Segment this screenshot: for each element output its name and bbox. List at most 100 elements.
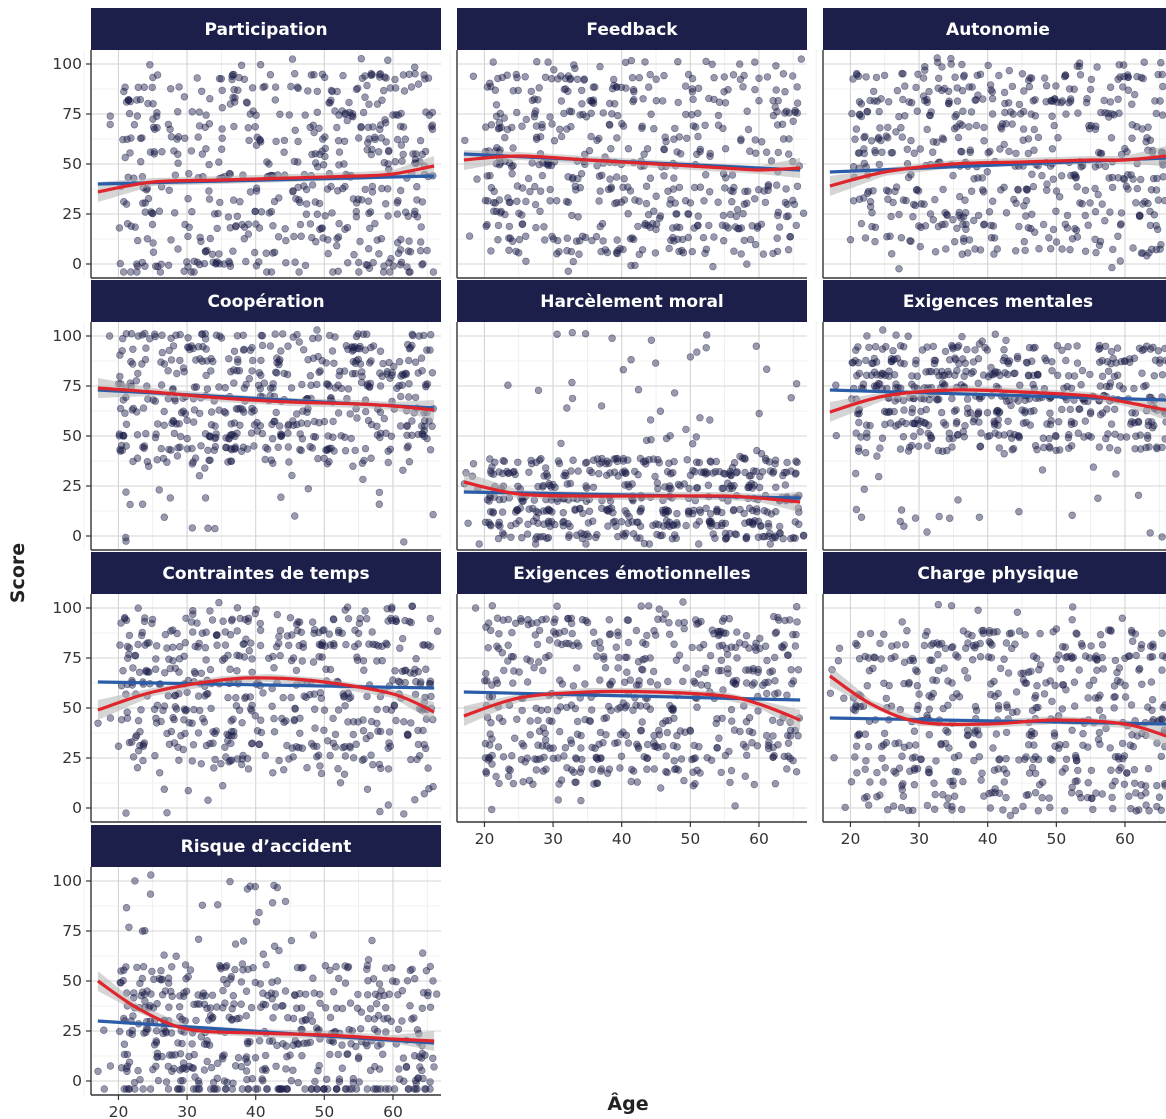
data-point <box>183 416 191 424</box>
data-point <box>1086 85 1095 94</box>
data-point <box>932 368 941 376</box>
data-point <box>530 95 539 103</box>
data-point <box>1105 113 1113 121</box>
data-point <box>150 705 159 713</box>
data-point <box>126 268 135 276</box>
data-point <box>238 760 246 769</box>
data-point <box>1158 533 1166 541</box>
data-point <box>418 198 427 206</box>
data-point <box>358 756 367 764</box>
data-point <box>684 210 692 218</box>
data-point <box>187 147 196 155</box>
data-point <box>1029 97 1038 105</box>
data-point <box>662 752 670 760</box>
data-point <box>550 137 559 145</box>
data-point <box>1040 690 1049 698</box>
data-point <box>1051 431 1060 440</box>
data-point <box>1058 405 1066 414</box>
data-point <box>714 198 722 206</box>
data-point <box>255 258 263 266</box>
data-point <box>797 55 805 63</box>
data-point <box>613 246 622 255</box>
data-point <box>368 188 377 196</box>
data-point <box>1130 354 1139 362</box>
data-point <box>587 97 596 105</box>
data-point <box>351 369 359 378</box>
data-point <box>396 122 405 131</box>
data-point <box>726 778 734 787</box>
data-point <box>391 75 399 84</box>
data-point <box>903 145 911 154</box>
data-point <box>349 730 357 739</box>
data-point <box>759 250 768 258</box>
data-point <box>376 369 384 377</box>
data-point <box>248 655 256 663</box>
data-point <box>363 785 372 793</box>
data-point <box>660 71 668 80</box>
data-point <box>560 627 569 635</box>
data-point <box>1138 680 1146 688</box>
data-point <box>1070 85 1078 93</box>
data-point <box>726 529 734 538</box>
data-point <box>1128 121 1137 129</box>
data-point <box>557 97 566 105</box>
data-point <box>789 117 797 126</box>
data-point <box>646 654 654 662</box>
data-point <box>122 488 130 496</box>
data-point <box>591 83 599 91</box>
data-point <box>911 201 919 210</box>
data-point <box>1159 82 1166 91</box>
data-point <box>896 517 904 526</box>
data-point <box>337 432 345 440</box>
data-point <box>901 640 910 649</box>
data-point <box>771 103 779 111</box>
data-point <box>775 522 784 531</box>
data-point <box>689 95 697 104</box>
data-point <box>835 644 844 652</box>
data-point <box>1026 74 1034 82</box>
data-point <box>748 738 756 747</box>
data-point <box>619 454 628 463</box>
data-point <box>251 207 259 216</box>
data-point <box>892 128 900 136</box>
data-point <box>367 69 375 78</box>
data-point <box>1029 652 1038 660</box>
data-point <box>988 88 996 96</box>
data-point <box>974 606 982 614</box>
data-point <box>661 610 669 618</box>
data-point <box>984 653 993 661</box>
data-point <box>1152 221 1160 230</box>
data-point <box>508 170 516 178</box>
data-point <box>1092 248 1100 257</box>
data-point <box>1020 237 1029 246</box>
data-point <box>774 96 782 105</box>
data-point <box>262 249 270 257</box>
data-point <box>1091 125 1100 134</box>
data-point <box>853 372 861 380</box>
data-point <box>737 136 745 145</box>
data-point <box>129 664 137 672</box>
data-point <box>1024 135 1033 143</box>
data-point <box>646 70 654 79</box>
data-point <box>764 678 772 686</box>
data-point <box>774 148 782 157</box>
data-point <box>394 197 402 205</box>
data-point <box>693 222 702 230</box>
data-point <box>134 369 142 378</box>
data-point <box>952 406 960 414</box>
data-point <box>611 739 619 747</box>
data-point <box>399 71 408 79</box>
data-point <box>1006 108 1015 116</box>
data-point <box>213 258 221 266</box>
data-point <box>352 85 361 94</box>
data-point <box>1062 356 1070 365</box>
data-point <box>345 108 354 117</box>
data-point <box>791 518 799 526</box>
data-point <box>971 346 979 354</box>
data-point <box>489 470 498 478</box>
data-point <box>916 428 924 436</box>
data-point <box>931 790 939 799</box>
data-point <box>694 540 703 548</box>
data-point <box>405 393 413 401</box>
data-point <box>354 195 362 203</box>
